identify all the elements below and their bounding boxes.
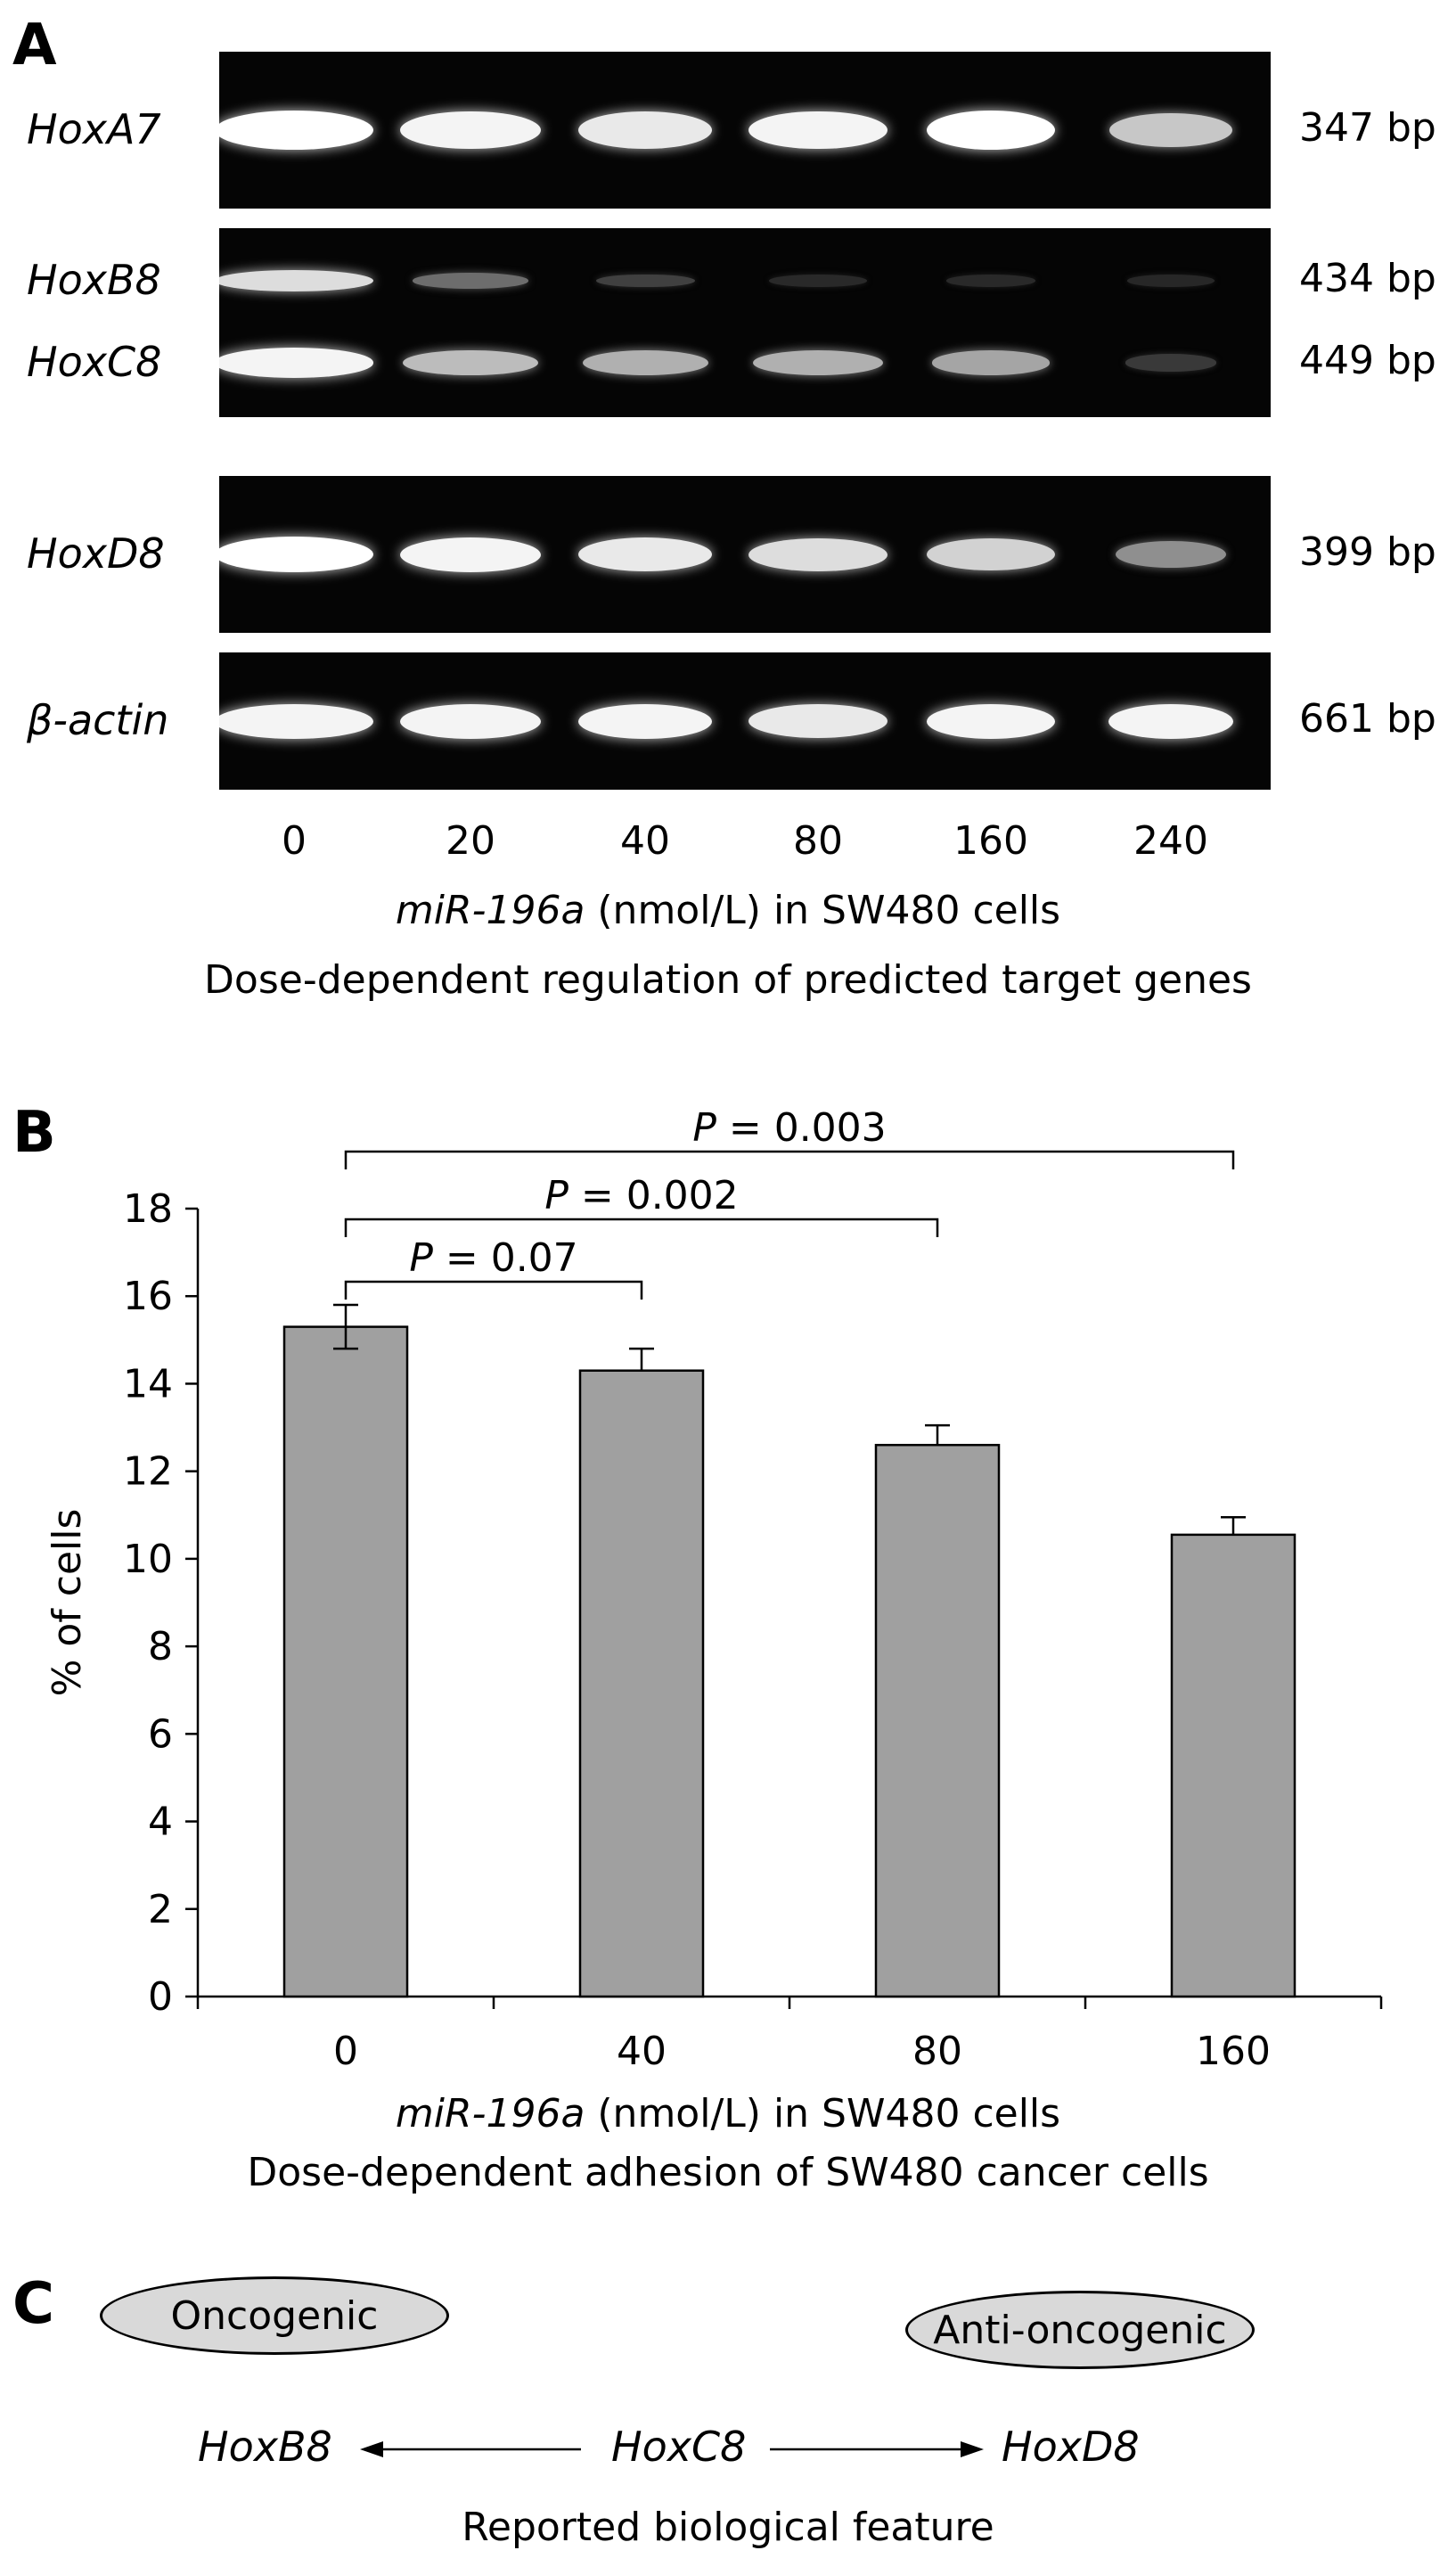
y-tick-label: 4 (148, 1800, 173, 1845)
gel-band (1125, 354, 1216, 372)
p-value-label: P = 0.07 (409, 1235, 577, 1281)
lane-label: 80 (793, 818, 843, 864)
gel-row-4 (219, 652, 1271, 790)
lane-label: 40 (620, 818, 670, 864)
panel-b-xlabel: miR-196a (nmol/L) in SW480 cells (0, 2091, 1456, 2136)
gel-band (927, 538, 1055, 570)
p-value-label: P = 0.003 (692, 1105, 886, 1151)
y-tick-label: 18 (123, 1186, 173, 1232)
gel-band (400, 703, 541, 739)
hoxb8-label: HoxB8 (198, 2423, 332, 2471)
gel-band (219, 111, 373, 150)
x-tick-label: 160 (1196, 2029, 1271, 2074)
y-tick-label: 8 (148, 1624, 173, 1669)
gene-label: HoxB8 (27, 256, 161, 304)
panel-a-xlabel: miR-196a (nmol/L) in SW480 cells (0, 888, 1456, 933)
gel-band (748, 111, 888, 150)
y-tick-label: 16 (123, 1274, 173, 1319)
gene-label: β-actin (27, 696, 169, 744)
significance-bracket (344, 1218, 939, 1237)
oncogenic-ellipse: Oncogenic (100, 2276, 449, 2355)
hoxc8-label: HoxC8 (611, 2423, 747, 2471)
gel-band (931, 350, 1051, 375)
y-tick-label: 2 (148, 1887, 173, 1932)
gel-band (219, 348, 373, 378)
panel-a-letter: A (12, 12, 57, 78)
gel-band (219, 703, 373, 739)
gel-band (413, 273, 528, 289)
band-size-label: 399 bp (1299, 529, 1436, 575)
gel-row-2 (219, 308, 1271, 417)
gel-band (595, 274, 695, 288)
significance-bracket (344, 1280, 643, 1300)
gel-band (219, 269, 373, 292)
gel-band (945, 275, 1036, 287)
gel-band (769, 275, 867, 287)
gene-label: HoxA7 (27, 105, 161, 153)
gel-band (582, 349, 708, 376)
left-arrow (360, 2441, 581, 2457)
gel-band (578, 537, 712, 571)
x-tick-label: 40 (617, 2029, 667, 2074)
x-tick-label: 80 (912, 2029, 962, 2074)
y-axis-label: % of cells (45, 1509, 90, 1697)
bar (1170, 1533, 1296, 1998)
anti-oncogenic-ellipse: Anti-oncogenic (905, 2291, 1255, 2369)
y-tick-label: 0 (148, 1974, 173, 2020)
panel-b-xlabel-rest: (nmol/L) in SW480 cells (585, 2091, 1061, 2136)
lane-label: 240 (1133, 818, 1208, 864)
panel-a-caption: Dose-dependent regulation of predicted t… (204, 957, 1252, 1003)
p-value-label: P = 0.002 (544, 1173, 738, 1218)
bar (282, 1325, 409, 1998)
pathway-arrows (360, 2441, 984, 2457)
right-arrow (770, 2441, 984, 2457)
gel-band (400, 111, 541, 150)
x-tick-label: 0 (333, 2029, 358, 2074)
panel-c-caption: Reported biological feature (462, 2505, 994, 2550)
gel-row-0 (219, 52, 1271, 209)
bar (578, 1369, 705, 1998)
band-size-label: 661 bp (1299, 696, 1436, 742)
panel-b-xlabel-italic: miR-196a (395, 2091, 585, 2136)
oncogenic-label: Oncogenic (170, 2292, 379, 2339)
gel-band (752, 349, 884, 376)
gel-row-3 (219, 476, 1271, 633)
lane-label: 0 (282, 818, 307, 864)
lane-label: 160 (953, 818, 1028, 864)
gel-band (1109, 112, 1232, 148)
gel-band (1116, 541, 1226, 568)
band-size-label: 347 bp (1299, 105, 1436, 151)
band-size-label: 434 bp (1299, 256, 1436, 301)
gene-label: HoxC8 (27, 338, 162, 386)
bar-chart: 0 2 4 6 8 10 12 14 16 18 % of cells 0 40 80 160 P = 0.0… (45, 1105, 1383, 2074)
gel-band (219, 537, 373, 572)
bar (874, 1443, 1001, 1998)
band-size-label: 449 bp (1299, 338, 1436, 383)
gel-band (578, 703, 712, 739)
gel-band (400, 537, 541, 572)
panel-a-xlabel-italic: miR-196a (395, 888, 585, 933)
gel-band (1127, 275, 1215, 287)
y-tick-label: 6 (148, 1711, 173, 1757)
gene-label: HoxD8 (27, 529, 165, 578)
panel-b-caption: Dose-dependent adhesion of SW480 cancer … (247, 2150, 1209, 2195)
gel-band (1108, 703, 1233, 739)
panel-a-xlabel-rest: (nmol/L) in SW480 cells (585, 888, 1061, 933)
gel-band (748, 537, 888, 571)
y-tick-label: 12 (123, 1449, 173, 1495)
anti-oncogenic-label: Anti-oncogenic (933, 2307, 1227, 2353)
y-tick-label: 10 (123, 1537, 173, 1582)
gel-band (403, 349, 538, 376)
gel-band (927, 703, 1055, 739)
gel-band (927, 111, 1055, 150)
gel-band (748, 704, 888, 738)
panel-c-letter: C (12, 2271, 54, 2337)
significance-bracket (344, 1150, 1235, 1169)
panel-b-letter: B (12, 1100, 56, 1166)
hoxd8-label: HoxD8 (1002, 2423, 1140, 2471)
lane-label: 20 (446, 818, 495, 864)
gel-band (578, 111, 712, 149)
y-tick-label: 14 (123, 1361, 173, 1406)
